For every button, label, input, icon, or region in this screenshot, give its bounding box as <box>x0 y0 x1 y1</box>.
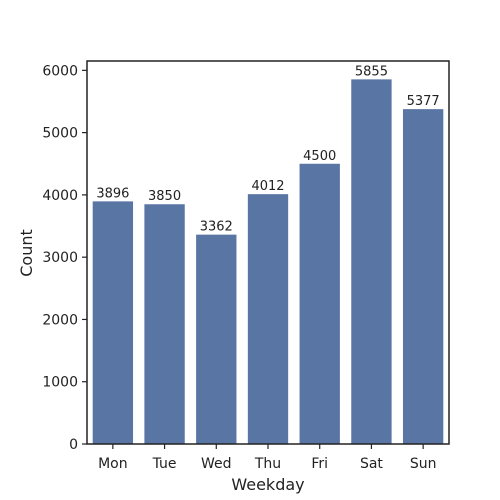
data-label-tue: 3850 <box>148 189 181 204</box>
data-label-sat: 5855 <box>355 64 388 79</box>
data-labels-group: 3896 3850 3362 4012 4500 5855 5377 <box>96 64 439 234</box>
bar-fri <box>299 163 340 444</box>
bar-tue <box>144 204 185 444</box>
bar-sun <box>402 109 444 444</box>
data-label-sun: 5377 <box>407 94 440 109</box>
y-tick-label: 6000 <box>42 63 78 79</box>
x-tick-label-tue: Tue <box>152 456 177 472</box>
bar-mon <box>92 201 134 444</box>
y-tick-label: 4000 <box>42 188 78 204</box>
x-tick-label-wed: Wed <box>201 456 232 472</box>
x-axis-title: Weekday <box>231 475 304 494</box>
y-axis-title: Count <box>17 229 36 277</box>
data-label-fri: 4500 <box>303 149 336 164</box>
data-label-wed: 3362 <box>200 220 233 235</box>
x-axis: Mon Tue Wed Thu Fri Sat Sun <box>98 444 436 472</box>
y-tick-label: 0 <box>69 437 78 453</box>
x-tick-label-sat: Sat <box>360 456 383 472</box>
x-tick-label-fri: Fri <box>311 456 328 472</box>
bar-thu <box>247 194 289 444</box>
y-axis: 0 1000 2000 3000 4000 5000 6000 <box>42 63 87 453</box>
y-tick-label: 1000 <box>42 375 78 391</box>
bars-group <box>92 79 444 445</box>
y-tick-label: 2000 <box>42 312 78 328</box>
bar-wed <box>196 234 237 444</box>
y-tick-label: 5000 <box>42 126 78 142</box>
data-label-thu: 4012 <box>251 179 284 194</box>
x-tick-label-mon: Mon <box>98 456 128 472</box>
data-label-mon: 3896 <box>96 186 129 201</box>
x-tick-label-thu: Thu <box>254 456 281 472</box>
bar-sat <box>351 79 392 445</box>
x-tick-label-sun: Sun <box>410 456 437 472</box>
y-tick-label: 3000 <box>42 250 78 266</box>
